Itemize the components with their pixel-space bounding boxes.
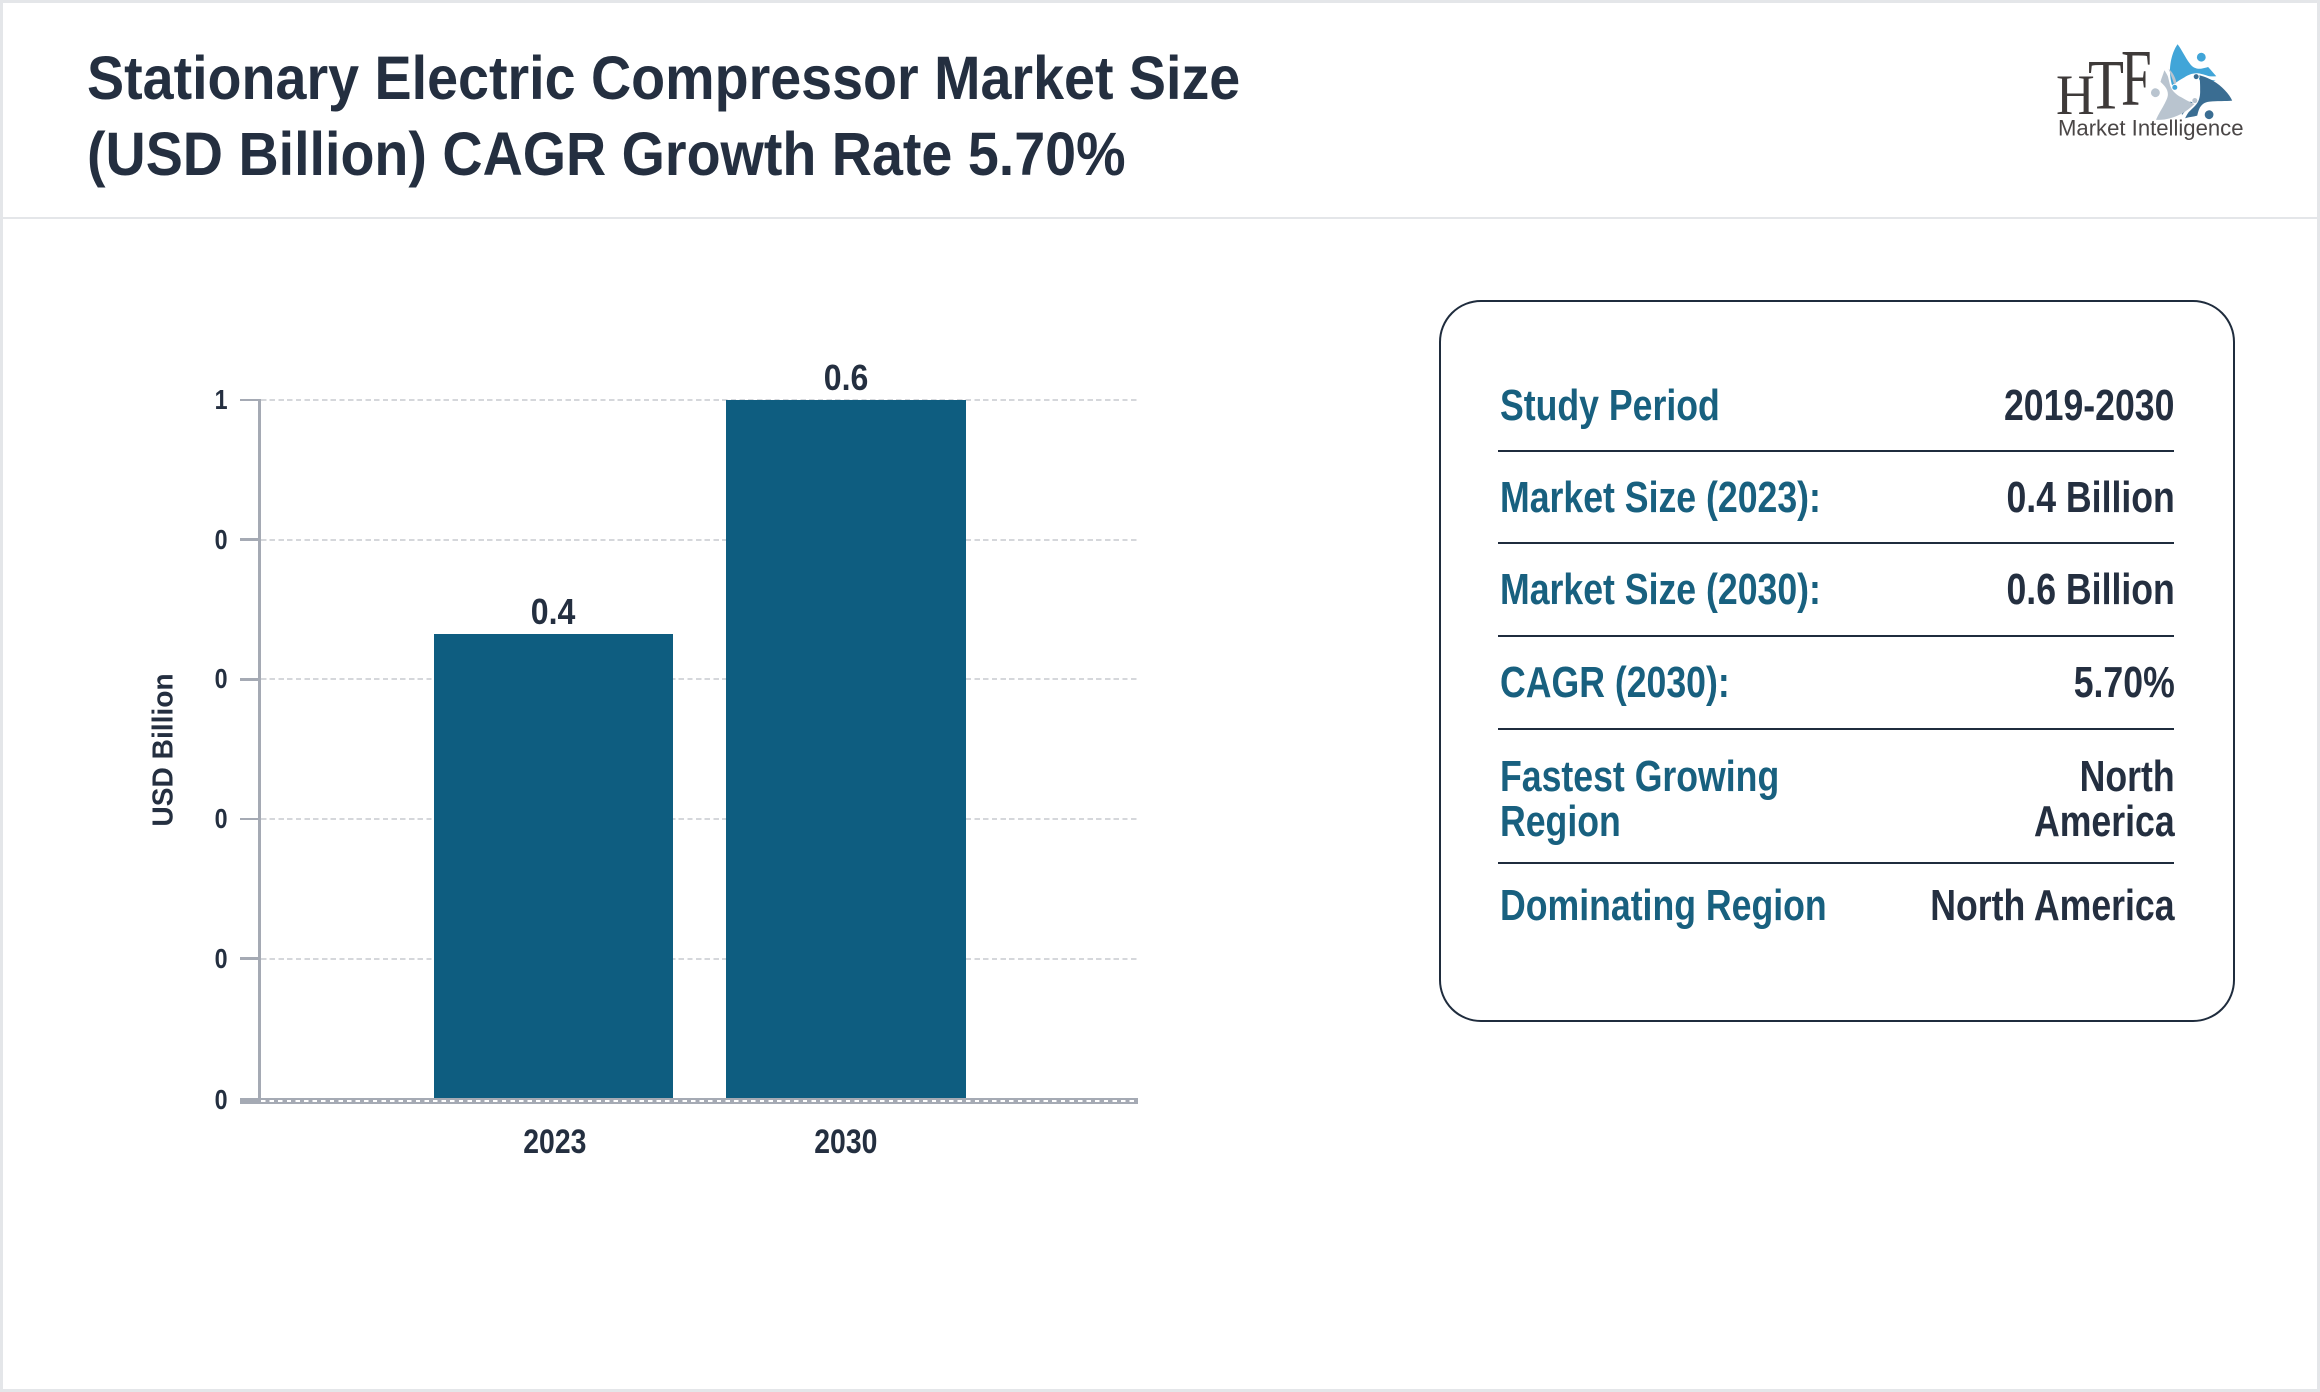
svg-text:Market Intelligence: Market Intelligence [2058, 116, 2244, 141]
svg-text:T: T [2088, 47, 2124, 125]
svg-text:F: F [2121, 35, 2152, 122]
svg-text:H: H [2056, 64, 2095, 127]
